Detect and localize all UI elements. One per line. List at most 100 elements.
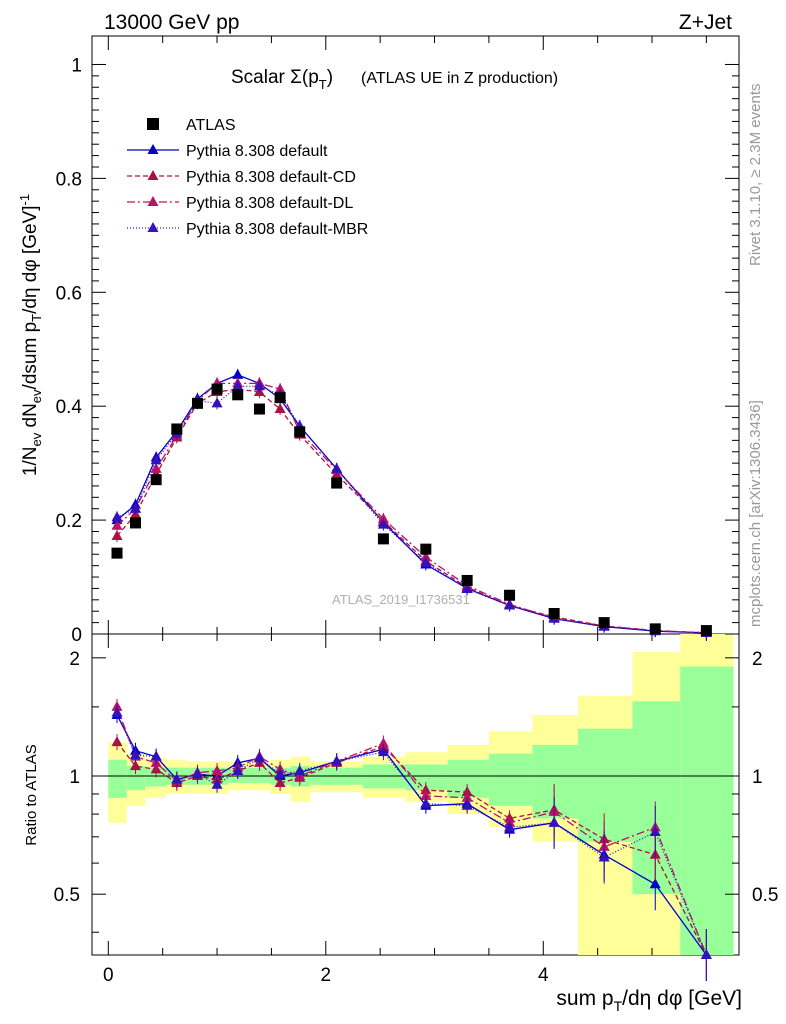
- marker-default-mbr: [129, 502, 141, 513]
- legend-label: Pythia 8.308 default: [186, 143, 328, 160]
- atlas-point: [232, 389, 244, 401]
- atlas-point: [598, 617, 610, 629]
- ratio-series: [111, 698, 712, 981]
- ratio-y-tick-label-right: 2: [752, 649, 763, 670]
- marker-default: [232, 368, 244, 379]
- uncertainty-band-green: [108, 759, 127, 798]
- plot-title-detail: (ATLAS UE in Z production): [361, 70, 558, 87]
- ratio-marker-default-mbr: [598, 851, 610, 862]
- ratio-marker-default-mbr: [504, 821, 516, 832]
- ratio-y-tick-label-left: 0.5: [54, 885, 80, 906]
- ratio-marker-default-mbr: [150, 750, 162, 761]
- atlas-point: [253, 403, 265, 415]
- ratio-marker-default-dl: [211, 764, 223, 775]
- legend-label: Pythia 8.308 default-MBR: [186, 221, 368, 238]
- ratio-marker-default-mbr: [294, 764, 306, 775]
- legend-marker-3: [147, 196, 159, 206]
- process-label: Z+Jet: [679, 11, 732, 34]
- atlas-point: [294, 426, 306, 438]
- ratio-marker-default-mbr: [461, 799, 473, 810]
- x-tick-label: 2: [321, 965, 332, 986]
- uncertainty-band-green: [488, 753, 533, 806]
- x-axis-label: sum pT/dη dφ [GeV]: [556, 987, 742, 1014]
- atlas-point: [420, 543, 432, 555]
- ratio-marker-default-mbr: [253, 752, 265, 763]
- uncertainty-band-green: [248, 767, 271, 783]
- legend: ATLAS Pythia 8.308 default Pythia 8.308 de…: [127, 117, 368, 238]
- y-tick-label: 0.2: [56, 511, 82, 532]
- ratio-marker-default-mbr: [420, 797, 432, 808]
- ratio-marker-default-dl: [377, 737, 389, 748]
- ratio-marker-default-mbr: [377, 746, 389, 757]
- atlas-point: [274, 392, 286, 404]
- marker-default-dl: [274, 383, 286, 394]
- legend-label: ATLAS: [186, 117, 236, 134]
- ratio-y-tick-label-left: 2: [69, 649, 80, 670]
- ratio-y-tick-label-right: 0.5: [752, 885, 778, 906]
- marker-default-cd: [274, 403, 286, 414]
- marker-default-mbr: [461, 583, 473, 594]
- ratio-y-tick-label-left: 1: [69, 767, 80, 788]
- uncertainty-band-green: [126, 766, 146, 791]
- marker-default-dl: [377, 512, 389, 523]
- rivet-version-label: Rivet 3.1.10, ≥ 2.3M events: [747, 84, 764, 267]
- ratio-marker-default-mbr: [274, 768, 286, 779]
- ratio-marker-default-mbr: [232, 764, 244, 775]
- uncertainty-band-green: [680, 666, 734, 955]
- atlas-point: [700, 625, 712, 637]
- legend-marker-atlas: [147, 118, 159, 130]
- atlas-point: [150, 474, 162, 486]
- plot-title-main: Scalar Σ(pT): [231, 67, 333, 92]
- atlas-point: [504, 589, 516, 601]
- legend-marker-1: [147, 144, 159, 154]
- marker-default-dl: [420, 551, 432, 562]
- uncertainty-band-green: [632, 701, 681, 895]
- x-tick-label: 4: [538, 965, 549, 986]
- y-tick-label: 0.4: [56, 397, 83, 418]
- atlas-point: [211, 383, 223, 395]
- marker-default-mbr: [211, 397, 223, 408]
- mcplots-label: mcplots.cern.ch [arXiv:1306.3436]: [747, 400, 764, 627]
- atlas-point: [129, 517, 141, 529]
- x-tick-label: 0: [103, 965, 114, 986]
- analysis-watermark: ATLAS_2019_I1736531: [332, 592, 470, 607]
- marker-default-mbr: [150, 454, 162, 465]
- marker-default-mbr: [420, 556, 432, 567]
- atlas-point: [377, 533, 389, 545]
- atlas-point: [331, 477, 343, 489]
- ratio-marker-default-mbr: [331, 755, 343, 766]
- ratio-marker-default-mbr: [171, 773, 183, 784]
- ratio-marker-default-cd: [111, 736, 123, 747]
- atlas-point: [461, 574, 473, 586]
- marker-default-mbr: [253, 380, 265, 391]
- marker-default-mbr: [232, 380, 244, 391]
- legend-label: Pythia 8.308 default-CD: [186, 169, 356, 186]
- marker-default-mbr: [377, 518, 389, 529]
- ratio-marker-default-mbr: [649, 826, 661, 837]
- plot-title: Scalar Σ(pT) (ATLAS UE in Z production): [231, 67, 558, 92]
- y-axis-label: 1/Nev dNev/dsum pT/dη dφ [GeV]-1: [17, 194, 44, 476]
- atlas-data-points: [111, 383, 712, 637]
- atlas-point: [191, 397, 203, 409]
- ratio-marker-default-dl: [420, 789, 432, 800]
- y-tick-label: 0.8: [56, 169, 82, 190]
- marker-default-dl: [150, 462, 162, 473]
- ratio-marker-default-mbr: [211, 778, 223, 789]
- ratio-marker-default-mbr: [111, 706, 123, 717]
- uncertainty-band-green: [578, 728, 633, 842]
- marker-default-mbr: [504, 599, 516, 610]
- ratio-y-axis-label: Ratio to ATLAS: [23, 744, 40, 845]
- marker-default-cd: [111, 530, 123, 541]
- legend-marker-4: [147, 222, 159, 232]
- legend-marker-2: [147, 170, 159, 180]
- marker-default-mbr: [111, 511, 123, 522]
- marker-default-dl: [111, 519, 123, 530]
- energy-label: 13000 GeV pp: [104, 11, 239, 34]
- uncertainty-bands: [108, 634, 734, 955]
- ratio-panel-frame: [91, 633, 740, 956]
- atlas-point: [111, 547, 123, 559]
- ratio-y-tick-label-right: 1: [752, 767, 763, 788]
- y-tick-label: 1: [71, 55, 82, 76]
- atlas-point: [171, 423, 183, 435]
